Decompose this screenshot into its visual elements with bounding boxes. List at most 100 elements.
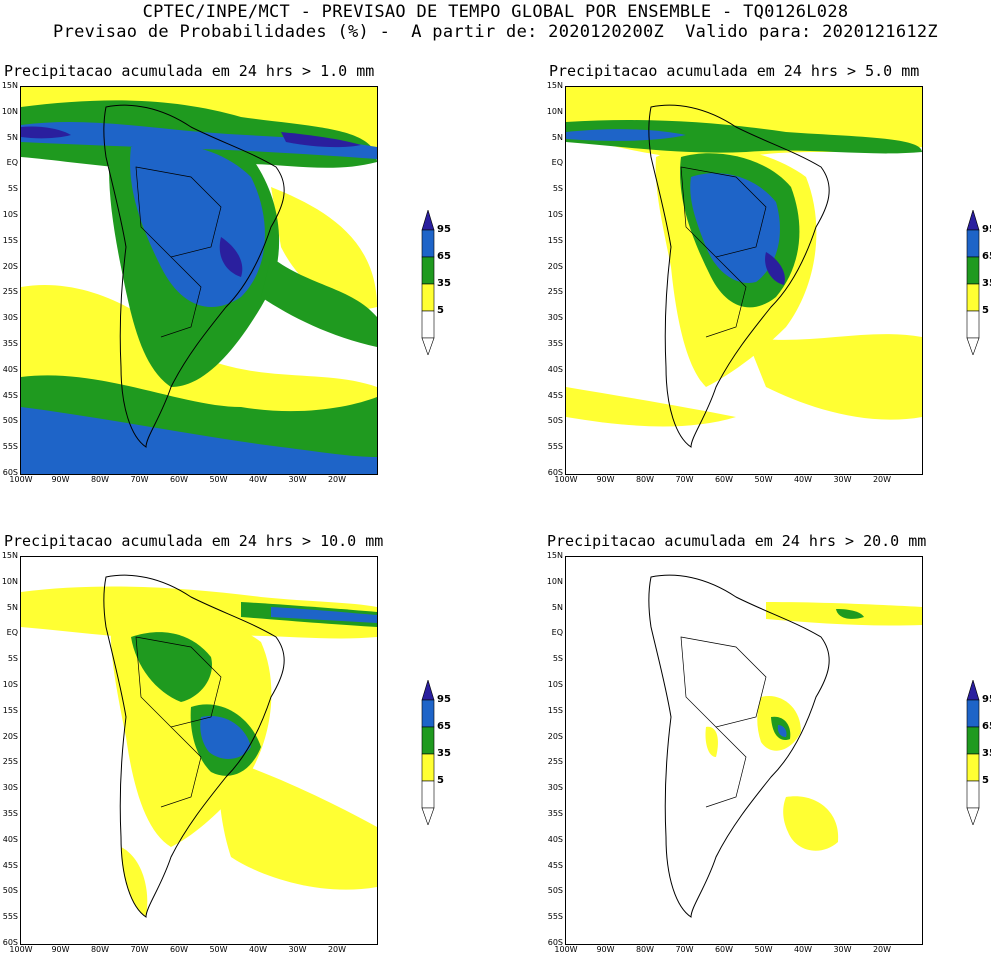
lon-label: 60W: [169, 475, 189, 484]
lat-label: 10N: [1, 106, 18, 116]
lon-label: 100W: [554, 945, 578, 954]
lat-label: 40S: [2, 834, 18, 844]
lon-label: 70W: [130, 475, 149, 484]
lon-label: 20W: [872, 475, 892, 484]
lon-label: 90W: [596, 475, 615, 484]
colorbar-top-arrow: [966, 210, 980, 231]
lat-label: 55S: [2, 442, 18, 452]
lat-label: 50S: [2, 416, 18, 426]
lat-label: 5S: [7, 184, 18, 194]
lat-label: 5N: [6, 132, 18, 142]
lon-label: 100W: [9, 945, 33, 954]
lon-label: 40W: [793, 945, 813, 954]
panel-2-map: [565, 86, 923, 475]
colorbar-label: 95: [437, 694, 451, 705]
lat-label: 20S: [547, 261, 563, 271]
colorbar: [966, 680, 980, 825]
lon-label: 80W: [90, 945, 110, 954]
colorbar-label: 65: [437, 721, 451, 732]
colorbar-label: 35: [437, 278, 451, 289]
lon-label: 100W: [554, 475, 578, 484]
lat-label: 50S: [547, 416, 563, 426]
colorbar-segment: [966, 229, 980, 258]
lat-label: 15N: [1, 551, 18, 560]
lat-label: 15N: [1, 81, 18, 90]
lat-label: 30S: [547, 313, 563, 323]
colorbar-segment: [966, 256, 980, 285]
lat-label: 40S: [2, 364, 18, 374]
lat-label: 45S: [2, 860, 18, 870]
colorbar-segment: [421, 310, 435, 339]
lon-label: 20W: [327, 945, 347, 954]
colorbar-segment: [421, 283, 435, 312]
lon-label: 30W: [288, 475, 307, 484]
lat-label: 40S: [547, 834, 563, 844]
colorbar-segment: [421, 780, 435, 809]
lat-label: EQ: [551, 158, 563, 168]
lat-label: 45S: [547, 390, 563, 400]
header-title-line1: CPTEC/INPE/MCT - PREVISAO DE TEMPO GLOBA…: [142, 2, 849, 22]
lat-label: 50S: [2, 886, 18, 896]
lon-label: 20W: [872, 945, 892, 954]
lon-label: 50W: [754, 475, 773, 484]
colorbar-segment: [966, 753, 980, 782]
colorbar-bottom-arrow: [421, 807, 435, 825]
colorbar-label: 95: [437, 224, 451, 235]
lat-label: 10S: [547, 210, 563, 219]
colorbar-segment: [966, 726, 980, 755]
lat-label: 25S: [2, 287, 18, 297]
lat-label: 15S: [547, 705, 563, 715]
colorbar-label: 65: [982, 251, 991, 262]
lat-label: 35S: [2, 809, 18, 818]
colorbar-top-arrow: [966, 680, 980, 701]
colorbar-bottom-arrow: [966, 337, 980, 355]
panel-4-title: Precipitacao acumulada em 24 hrs > 20.0 …: [547, 532, 927, 550]
panel-4-map: [565, 556, 923, 945]
lon-label: 80W: [90, 475, 110, 484]
lat-label: 15S: [2, 235, 18, 245]
lon-label: 50W: [209, 945, 228, 954]
lat-label: 55S: [547, 442, 563, 452]
colorbar-segment: [966, 699, 980, 728]
lon-label: 30W: [833, 945, 852, 954]
lon-label: 100W: [9, 475, 33, 484]
lon-label: 70W: [675, 945, 694, 954]
lon-label: 60W: [714, 475, 734, 484]
lat-label: 60S: [547, 938, 563, 947]
colorbar-label: 5: [437, 775, 444, 786]
lon-label: 70W: [675, 475, 694, 484]
colorbar: [421, 680, 435, 825]
lat-label: 55S: [547, 912, 563, 922]
lon-label: 80W: [635, 945, 655, 954]
lat-label: EQ: [6, 628, 18, 638]
lat-label: 60S: [2, 468, 18, 477]
lat-label: 25S: [547, 287, 563, 297]
colorbar-top-arrow: [421, 680, 435, 701]
lat-label: 15S: [547, 235, 563, 245]
lat-label: 25S: [2, 757, 18, 767]
lon-label: 40W: [248, 945, 268, 954]
lat-label: 45S: [2, 390, 18, 400]
colorbar-label: 35: [982, 748, 991, 759]
colorbar-segment: [966, 780, 980, 809]
lat-label: 20S: [2, 731, 18, 741]
lon-label: 40W: [793, 475, 813, 484]
lon-label: 20W: [327, 475, 347, 484]
lon-label: 30W: [288, 945, 307, 954]
colorbar-label: 95: [982, 694, 991, 705]
lat-label: 15N: [546, 81, 563, 90]
panel-3-map: [20, 556, 378, 945]
lat-label: 45S: [547, 860, 563, 870]
colorbar-top-arrow: [421, 210, 435, 231]
lat-label: 5N: [6, 602, 18, 612]
lat-label: 40S: [547, 364, 563, 374]
lat-label: 35S: [547, 339, 563, 348]
lat-label: 25S: [547, 757, 563, 767]
lon-label: 50W: [754, 945, 773, 954]
colorbar-bottom-arrow: [966, 807, 980, 825]
lat-label: 30S: [2, 783, 18, 793]
lat-label: 20S: [2, 261, 18, 271]
lon-label: 50W: [209, 475, 228, 484]
colorbar-label: 35: [982, 278, 991, 289]
colorbar: [421, 210, 435, 355]
